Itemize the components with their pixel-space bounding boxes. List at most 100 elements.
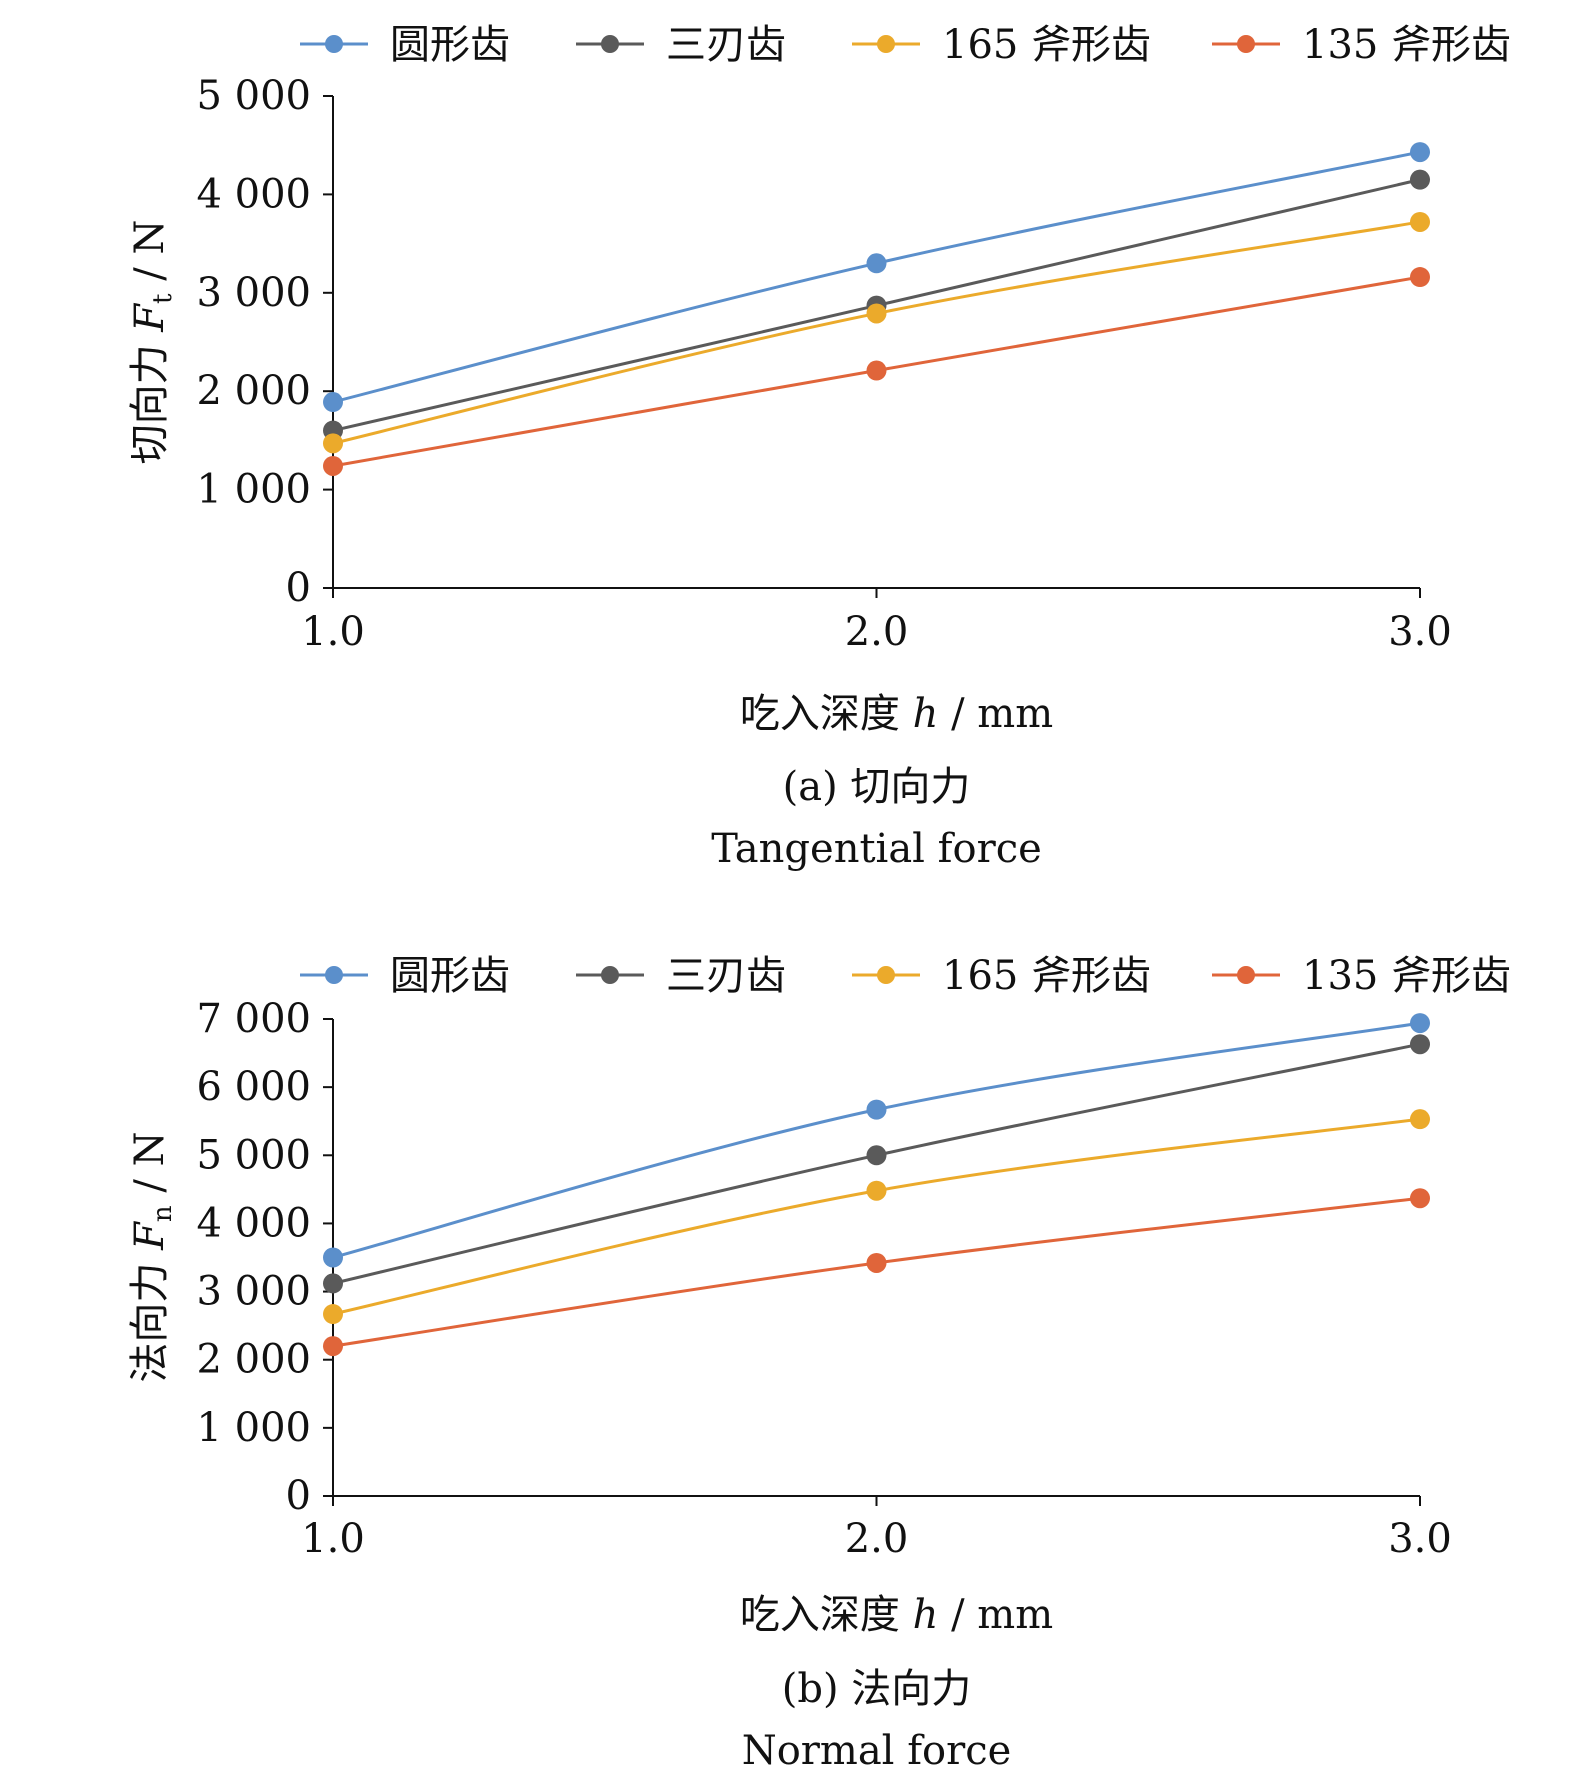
y-tick-label: 2 000 [196,368,311,414]
data-point [1410,267,1430,288]
caption-english: Tangential force [711,826,1042,872]
legend: 圆形齿 三刃齿 165 斧形齿 135 斧形齿 [300,953,1511,999]
x-axis-label: 吃入深度 h / mm [740,691,1053,737]
legend-marker [877,966,895,984]
legend-label: 135 斧形齿 [1302,22,1511,68]
caption: (a) 切向力 [783,764,971,810]
series-line [332,1021,1421,1259]
data-point [323,1273,343,1294]
legend-marker [325,966,343,984]
data-point [866,303,887,324]
legend-item: 165 斧形齿 [852,953,1151,999]
legend-marker [601,966,619,984]
y-axis-label-subscript: t [148,293,178,304]
x-axis-label-text: 吃入深度 [740,691,913,737]
y-axis-label-subscript: n [148,1205,178,1222]
data-point [1410,1034,1430,1055]
legend-label: 165 斧形齿 [942,22,1151,68]
data-point [323,1304,343,1325]
legend-item: 圆形齿 [300,953,510,999]
y-axis-label: 法向力 Fn / N [127,1131,178,1382]
y-axis-label-unit: / N [127,1131,173,1205]
legend-label: 圆形齿 [390,22,510,68]
data-point [1410,211,1430,232]
series [323,211,1430,454]
legend-marker [1237,35,1255,53]
data-point [323,392,343,413]
x-tick-label: 1.0 [301,1516,365,1562]
legend-marker [1237,966,1255,984]
data-point [866,1252,887,1273]
chart-a: 圆形齿 三刃齿 165 斧形齿 135 斧形齿 0 1 000 2 000 3 000 4 00… [127,22,1511,872]
data-point [1410,1188,1430,1209]
y-tick-label: 0 [286,565,311,611]
x-axis-label-variable: h [913,691,939,737]
y-axis-label-variable: F [127,303,173,333]
data-point [866,1180,887,1201]
legend-marker [325,35,343,53]
caption-english: Normal force [742,1728,1012,1774]
legend-label: 165 斧形齿 [942,953,1151,999]
legend-label: 圆形齿 [390,953,510,999]
y-tick-label: 4 000 [196,1200,311,1246]
y-axis-label-variable: F [127,1221,173,1251]
legend-item: 135 斧形齿 [1212,953,1511,999]
legend-marker [877,35,895,53]
x-tick-label: 3.0 [1388,1516,1452,1562]
data-point [323,455,343,476]
data-point [866,360,887,381]
data-point [323,433,343,454]
legend-item: 135 斧形齿 [1212,22,1511,68]
y-tick-label: 5 000 [196,1132,311,1178]
data-point [1410,1013,1430,1034]
y-axis-label-text: 法向力 [127,1250,173,1383]
y-tick-label: 5 000 [196,73,311,119]
y-tick-label: 2 000 [196,1337,311,1383]
legend-label: 135 斧形齿 [1302,953,1511,999]
x-axis-label-unit: / mm [938,691,1053,737]
y-tick-label: 1 000 [196,467,311,513]
legend-item: 三刃齿 [576,22,786,68]
y-axis-label: 切向力 Ft / N [127,220,178,465]
data-point [866,1145,887,1166]
legend-label: 三刃齿 [666,22,786,68]
legend: 圆形齿 三刃齿 165 斧形齿 135 斧形齿 [300,22,1511,68]
legend-item: 165 斧形齿 [852,22,1151,68]
data-point [1410,142,1430,163]
data-point [1410,169,1430,190]
y-tick-label: 6 000 [196,1064,311,1110]
y-tick-label: 3 000 [196,270,311,316]
x-tick-label: 3.0 [1388,609,1452,655]
x-tick-label: 2.0 [845,609,909,655]
chart-b: 圆形齿 三刃齿 165 斧形齿 135 斧形齿 0 1 000 2 000 3 000 4 00… [127,953,1511,1774]
data-point [866,253,887,274]
y-tick-label: 3 000 [196,1269,311,1315]
x-axis-label-text: 吃入深度 [740,1592,913,1638]
x-tick-label: 2.0 [845,1516,909,1562]
x-axis-label-unit: / mm [938,1592,1053,1638]
series [323,142,1430,413]
series [323,1188,1430,1357]
legend-marker [601,35,619,53]
series [323,267,1430,476]
data-point [323,1247,343,1268]
y-axis-label-text: 切向力 [127,332,173,465]
y-tick-label: 1 000 [196,1405,311,1451]
legend-item: 三刃齿 [576,953,786,999]
x-tick-label: 1.0 [301,609,365,655]
series [323,1109,1430,1325]
data-point [323,1336,343,1357]
y-tick-label: 0 [286,1473,311,1519]
y-tick-label: 7 000 [196,996,311,1042]
series [323,1034,1430,1294]
series [323,1013,1430,1268]
y-tick-label: 4 000 [196,171,311,217]
legend-label: 三刃齿 [666,953,786,999]
y-axis-label-unit: / N [127,220,173,294]
data-point [866,1099,887,1120]
data-point [1410,1109,1430,1130]
legend-item: 圆形齿 [300,22,510,68]
x-axis-label-variable: h [913,1592,939,1638]
x-axis-label: 吃入深度 h / mm [740,1592,1053,1638]
